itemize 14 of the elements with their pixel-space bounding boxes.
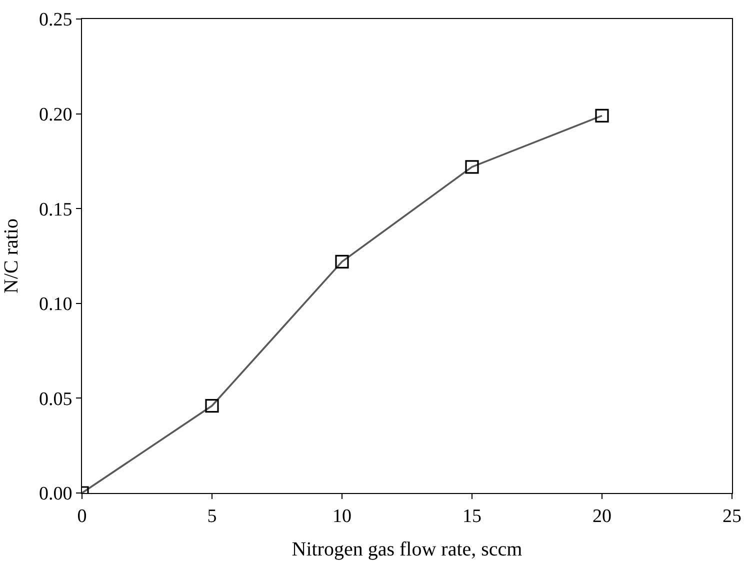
x-tick-label: 15 — [462, 506, 482, 527]
x-tick-label: 10 — [332, 506, 352, 527]
x-tick-label: 0 — [77, 506, 87, 527]
y-tick-label: 0.00 — [38, 484, 72, 505]
y-tick-label: 0.25 — [38, 10, 72, 31]
y-axis-title: N/C ratio — [0, 218, 22, 294]
x-tick-label: 25 — [722, 506, 742, 527]
y-tick-label: 0.20 — [38, 104, 72, 126]
x-tick-label: 20 — [592, 506, 612, 527]
x-tick-label: 5 — [207, 506, 217, 527]
y-tick-label: 0.05 — [38, 388, 72, 410]
y-tick-label: 0.15 — [38, 199, 72, 220]
y-tick-label: 0.10 — [38, 294, 72, 316]
x-axis-title: Nitrogen gas flow rate, sccm — [292, 538, 523, 560]
